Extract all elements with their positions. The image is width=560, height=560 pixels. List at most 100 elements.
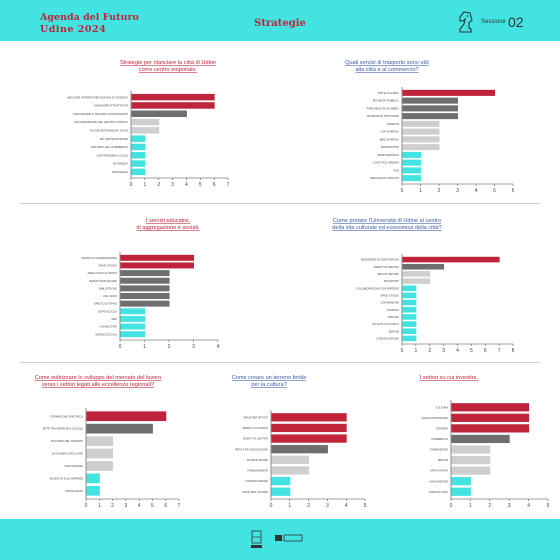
- bar: [402, 136, 440, 143]
- chart-title: della vita culturale ed economica della …: [332, 225, 441, 231]
- bar: [120, 285, 170, 292]
- bar: [271, 455, 310, 464]
- tick-label: 1: [414, 348, 417, 354]
- tick-label: 1: [419, 188, 422, 194]
- category-label: CULTURA: [436, 405, 449, 409]
- category-label: RETE TRA ASSOCIAZIONI: [235, 447, 268, 451]
- tick-label: 7: [178, 503, 181, 509]
- bar: [86, 448, 114, 459]
- tick-label: 8: [512, 348, 515, 354]
- category-label: PARCHEGGI: [112, 170, 128, 174]
- tick-label: 3: [192, 344, 195, 350]
- tick-label: 3: [171, 182, 174, 188]
- city-logo-icon: [251, 530, 262, 548]
- tick-label: 0: [130, 182, 133, 188]
- chart-title: di aggregazione e sociali.: [136, 225, 200, 231]
- bar: [402, 263, 445, 270]
- category-label: SVILUPPO DEL TURISMO: [51, 439, 83, 443]
- chart-title: Come creare un terreno fertile: [232, 375, 307, 381]
- chart-title: Come indirizzare lo sviluppo del mercato…: [35, 375, 162, 381]
- tick-label: 6: [512, 188, 515, 194]
- category-label: INNOVAZIONE: [430, 479, 449, 483]
- category-label: COMMERCIO: [431, 437, 448, 441]
- chart-title: per la cultura?: [251, 382, 286, 388]
- bar: [86, 485, 100, 496]
- tick-label: 3: [508, 503, 511, 509]
- category-label: MAGGIORE ATTRATTIVITÀ: [94, 104, 128, 108]
- bar: [86, 411, 167, 422]
- bar: [120, 331, 145, 338]
- category-label: CONVENZIONI: [380, 301, 399, 305]
- tick-label: 1: [469, 503, 472, 509]
- category-label: SPAZI CULTURALI: [94, 302, 117, 306]
- category-label: SPAZI PER ARTISTI: [243, 415, 268, 419]
- tick-label: 3: [124, 503, 127, 509]
- tick-label: 3: [456, 188, 459, 194]
- bar: [402, 256, 500, 263]
- bar: [402, 299, 417, 306]
- category-label: PIÙ MEZZI PUBBLICI: [373, 99, 400, 103]
- category-label: DOPOSCUOLA: [98, 309, 117, 313]
- category-label: SUPPORTARE IL NEGOZIO DI PROSSIMITÀ: [73, 112, 128, 116]
- bar: [402, 321, 417, 327]
- tick-label: 7: [227, 182, 230, 188]
- category-label: AREE GIOCO E SPORT: [87, 271, 117, 275]
- bar: [271, 413, 347, 422]
- tick-label: 0: [401, 188, 404, 194]
- tick-label: 2: [168, 344, 171, 350]
- category-label: TRASPORTI: [384, 279, 400, 283]
- bar: [402, 328, 417, 335]
- tick-label: 2: [157, 182, 160, 188]
- category-label: SPAZI PER GIOVANI: [242, 490, 268, 494]
- bar: [402, 144, 440, 151]
- bar: [131, 110, 187, 117]
- category-label: PISTE CICLABILI: [378, 91, 399, 95]
- category-label: NAVETTE: [387, 122, 399, 126]
- session-label: Sessione: [481, 19, 506, 25]
- tick-label: 4: [527, 503, 530, 509]
- category-label: ZONE PEDONALI: [377, 153, 399, 157]
- partner-logo-icon: [275, 534, 303, 542]
- category-label: EVENTI CULTURALI: [243, 426, 268, 430]
- category-label: WIFI: [111, 317, 117, 321]
- bar: [131, 127, 160, 134]
- bar: [402, 285, 417, 292]
- category-label: SERVIZI: [389, 329, 400, 333]
- tick-label: 0: [401, 348, 404, 354]
- bar: [402, 167, 421, 174]
- category-label: RETE TRA IMPRESE E SCUOLE: [43, 427, 83, 431]
- category-label: ATTIVITÀ CULTURALI: [372, 322, 399, 326]
- chart-1: Strategie per rilanciare la città di Udi…: [67, 60, 229, 188]
- bar: [131, 102, 215, 109]
- tick-label: 5: [199, 182, 202, 188]
- chart-title: I settori su cui investire.: [420, 375, 479, 381]
- bar: [402, 175, 421, 182]
- bar: [86, 473, 100, 484]
- bar: [86, 461, 114, 471]
- bar: [451, 403, 530, 412]
- tick-label: 5: [470, 348, 473, 354]
- bar: [120, 315, 145, 322]
- tick-label: 2: [488, 503, 491, 509]
- tick-label: 5: [547, 503, 550, 509]
- category-label: FORMAZIONE: [430, 448, 448, 452]
- tick-label: 2: [428, 348, 431, 354]
- tick-label: 1: [143, 182, 146, 188]
- header-band: [0, 0, 560, 41]
- bar: [451, 466, 491, 475]
- panel-divider: [20, 362, 540, 363]
- category-label: NUOVE DESTINAZIONI D'USO: [90, 128, 128, 132]
- bar: [120, 308, 145, 315]
- tick-label: 4: [475, 188, 478, 194]
- bar: [131, 160, 146, 167]
- session-number: 02: [508, 14, 524, 30]
- bar: [120, 270, 170, 277]
- tick-label: 4: [345, 503, 348, 509]
- bar: [402, 335, 417, 342]
- tick-label: 6: [213, 182, 216, 188]
- bar: [120, 277, 170, 284]
- bar: [451, 455, 491, 465]
- category-label: ARTIGIANATO: [430, 469, 448, 473]
